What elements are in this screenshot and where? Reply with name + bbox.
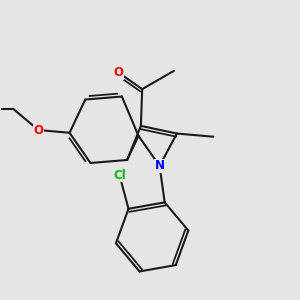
Text: N: N (154, 160, 165, 172)
Text: O: O (33, 124, 43, 136)
Text: O: O (113, 66, 123, 79)
Text: Cl: Cl (113, 169, 126, 182)
